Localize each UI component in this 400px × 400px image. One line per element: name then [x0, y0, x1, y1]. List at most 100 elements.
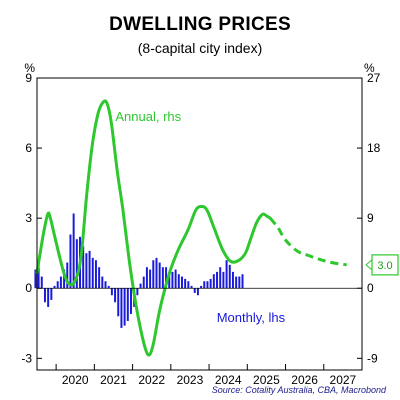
monthly-series-label: Monthly, lhs: [217, 310, 286, 325]
monthly-bar: [98, 267, 101, 289]
right-tick-label: -9: [367, 351, 378, 365]
monthly-bar: [216, 271, 219, 289]
monthly-bar: [40, 276, 43, 289]
monthly-bar: [142, 276, 145, 289]
monthly-bar: [180, 276, 183, 289]
left-tick-label: -3: [21, 351, 32, 365]
x-tick-label: 2021: [100, 373, 127, 387]
monthly-bar: [152, 260, 155, 289]
monthly-bar: [47, 288, 50, 307]
monthly-bar: [37, 264, 40, 289]
monthly-bar: [241, 274, 244, 289]
monthly-bar: [130, 288, 132, 314]
right-tick-label: 27: [367, 71, 381, 85]
monthly-bar: [161, 267, 164, 289]
monthly-bar: [155, 257, 158, 289]
monthly-bar: [139, 283, 142, 289]
monthly-bar: [50, 288, 53, 300]
monthly-bar: [165, 267, 168, 289]
monthly-bar: [149, 269, 152, 289]
left-tick-label: 6: [25, 141, 32, 155]
right-tick-label: 0: [367, 281, 374, 295]
monthly-bar: [228, 264, 231, 289]
monthly-bar: [107, 285, 110, 289]
monthly-bar: [59, 276, 62, 289]
monthly-bar: [209, 278, 212, 289]
monthly-bar: [174, 269, 177, 289]
callout-box: [371, 254, 399, 276]
monthly-bar: [219, 267, 222, 289]
callout-arrow: [365, 258, 373, 271]
monthly-bar: [69, 234, 72, 289]
left-unit-label: %: [24, 61, 35, 75]
x-tick-label: 2023: [177, 373, 204, 387]
annual-lines: [35, 99, 347, 357]
monthly-bar: [56, 281, 59, 289]
annual-series-label: Annual, rhs: [115, 109, 181, 124]
monthly-bar: [120, 288, 123, 328]
x-tick-label: 2027: [330, 373, 357, 387]
axis-ticks: 9 6 3 0 -3 27 18 9 0 -9% % 2020 2021 2022 2023 2024 2025…: [21, 61, 380, 387]
monthly-bar: [171, 271, 174, 289]
monthly-bar: [196, 288, 199, 296]
monthly-bar: [110, 288, 113, 296]
chart-title: DWELLING PRICES: [109, 14, 291, 35]
monthly-bar: [117, 288, 120, 317]
monthly-bar: [231, 271, 234, 289]
monthly-bars: [34, 213, 244, 328]
monthly-bar: [187, 281, 190, 289]
x-tick-label: 2026: [291, 373, 318, 387]
monthly-bar: [101, 276, 104, 289]
left-tick-label: 9: [25, 71, 32, 85]
monthly-bar: [238, 276, 241, 289]
monthly-bar: [94, 260, 97, 289]
monthly-bar: [190, 285, 193, 289]
left-tick-label: 0: [25, 281, 32, 295]
plot-border: [36, 77, 363, 371]
x-tick-label: 2020: [62, 373, 89, 387]
plot-frame: [36, 77, 363, 371]
monthly-bar: [123, 288, 126, 326]
monthly-bar: [222, 271, 225, 289]
monthly-bar: [136, 288, 139, 296]
monthly-bar: [145, 267, 148, 289]
monthly-bar: [88, 250, 91, 289]
monthly-bar: [72, 213, 75, 289]
annual-forecast-line: [269, 217, 347, 267]
series-labels: Annual, rhs Monthly, lhs 3.0: [115, 109, 399, 325]
end-value-label: 3.0: [377, 260, 392, 272]
monthly-bar: [114, 288, 117, 303]
monthly-bar: [104, 281, 107, 289]
monthly-bar: [200, 285, 203, 289]
monthly-bar: [177, 274, 180, 289]
monthly-bar: [126, 288, 129, 321]
annual-line: [35, 99, 272, 357]
monthly-bar: [158, 262, 161, 289]
monthly-bar: [66, 262, 69, 289]
chart-subtitle: (8-capital city index): [137, 40, 263, 56]
monthly-bar: [82, 246, 85, 289]
monthly-bar: [212, 274, 215, 289]
monthly-bar: [75, 239, 78, 289]
monthly-bar: [34, 269, 37, 289]
x-tick-label: 2022: [138, 373, 165, 387]
monthly-bar: [225, 260, 228, 289]
left-tick-label: 3: [25, 211, 32, 225]
right-tick-label: 9: [367, 211, 374, 225]
monthly-bar: [193, 288, 196, 293]
monthly-bar: [206, 281, 209, 289]
monthly-bar: [235, 276, 238, 289]
monthly-bar: [85, 253, 88, 289]
monthly-bar: [91, 257, 94, 289]
source-note: Source: Cotality Australia, CBA, Macrobo…: [211, 385, 386, 395]
monthly-bar: [63, 269, 66, 289]
monthly-bar: [43, 288, 46, 303]
x-tick-label: 2024: [215, 373, 242, 387]
monthly-bar: [184, 278, 187, 289]
right-unit-label: %: [364, 61, 375, 75]
right-tick-label: 18: [367, 141, 381, 155]
monthly-bar: [168, 271, 171, 289]
monthly-bar: [203, 281, 206, 289]
monthly-bar: [53, 285, 56, 289]
